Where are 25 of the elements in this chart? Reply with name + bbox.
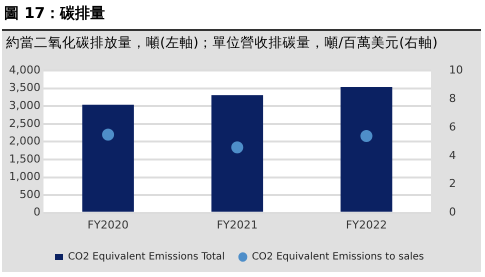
y-tick-label: 4,000 (8, 63, 40, 76)
y-tick-label: 1,000 (8, 170, 40, 184)
y2-tick-label: 8 (449, 92, 456, 105)
point (360, 130, 372, 142)
y2-tick-label: 4 (449, 148, 456, 162)
y2-tick-label: 2 (449, 177, 456, 190)
x-tick-label: FY2022 (346, 218, 387, 232)
point (102, 128, 114, 141)
chart-subtitle: 約當二氧化碳排放量，噸(左軸)；單位營收排碳量，噸/百萬美元(右軸) (5, 34, 439, 53)
y-tick-label: 0 (33, 206, 40, 219)
chart-title: 圖 17：碳排量 (3, 3, 106, 24)
y-tick-label: 3,000 (8, 99, 40, 112)
y-tick-label: 500 (19, 188, 40, 201)
y2-tick-label: 0 (449, 206, 456, 219)
y-tick-label: 3,500 (8, 81, 40, 94)
y-tick-label: 2,000 (8, 134, 40, 148)
legend-label: CO2 Equivalent Emissions Total (68, 252, 225, 263)
y2-tick-label: 10 (449, 63, 464, 76)
x-tick-label: FY2020 (88, 218, 129, 232)
x-tick-label: FY2021 (216, 218, 258, 232)
point (231, 141, 244, 154)
y-tick-label: 1,500 (8, 152, 40, 166)
y2-tick-label: 6 (449, 120, 456, 134)
legend-label: CO2 Equivalent Emissions to sales (252, 252, 424, 263)
y-tick-label: 2,500 (8, 116, 40, 130)
